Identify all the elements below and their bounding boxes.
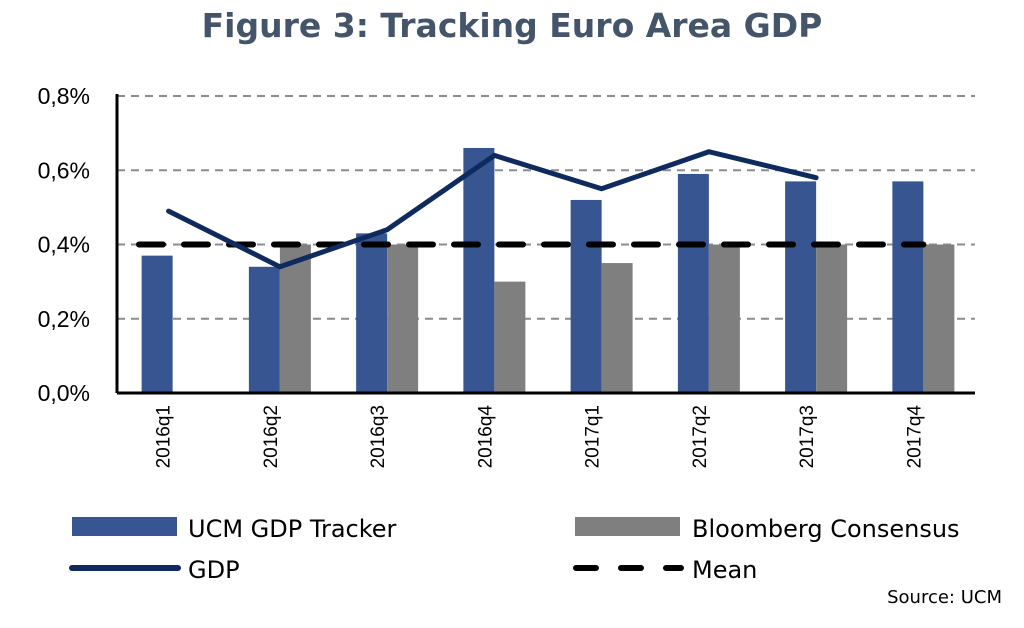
bar-bloomberg-consensus: [279, 244, 311, 393]
legend-label-bloomberg-consensus: Bloomberg Consensus: [692, 515, 960, 543]
x-tick-label: 2016q2: [261, 405, 282, 468]
y-tick-label: 0,8%: [38, 83, 90, 109]
bar-ucm-gdp-tracker: [677, 173, 709, 393]
x-tick-label: 2017q2: [690, 405, 711, 468]
axes: [115, 94, 975, 395]
legend: UCM GDP Tracker GDP Bloomberg Consensus Mea…: [69, 515, 960, 584]
bar-bloomberg-consensus: [387, 244, 419, 393]
bar-bloomberg-consensus: [601, 263, 633, 393]
legend-label-gdp: GDP: [188, 556, 240, 584]
y-axis-ticks: 0,0% 0,2% 0,4% 0,6% 0,8%: [38, 83, 90, 406]
bar-ucm-gdp-tracker: [248, 266, 280, 393]
chart-title: Figure 3: Tracking Euro Area GDP: [201, 6, 823, 45]
x-tick-label: 2017q4: [904, 405, 925, 469]
y-tick-label: 0,2%: [38, 306, 90, 332]
legend-swatch-ucm-gdp-tracker: [72, 517, 177, 536]
bar-bloomberg-consensus: [708, 244, 740, 393]
bar-bloomberg-consensus: [816, 244, 848, 393]
x-tick-label: 2017q1: [583, 405, 604, 468]
y-tick-label: 0,6%: [38, 157, 90, 183]
y-tick-label: 0,0%: [38, 380, 90, 406]
legend-label-mean: Mean: [692, 556, 757, 584]
bar-bloomberg-consensus: [494, 281, 526, 393]
x-axis-ticks: 2016q1 2016q2 2016q3 2016q4 2017q1 2017q2 2017…: [154, 405, 926, 469]
bar-ucm-gdp-tracker: [892, 181, 924, 393]
bar-ucm-gdp-tracker: [463, 147, 495, 393]
x-tick-label: 2016q1: [154, 405, 175, 468]
y-tick-label: 0,4%: [38, 232, 90, 258]
bar-ucm-gdp-tracker: [570, 199, 602, 393]
x-tick-label: 2016q4: [475, 405, 496, 469]
legend-swatch-bloomberg-consensus: [575, 517, 680, 536]
x-tick-label: 2016q3: [368, 405, 389, 468]
source-note: Source: UCM: [887, 587, 1002, 608]
gdp-line-group: [166, 149, 819, 270]
gdp-line: [166, 149, 819, 270]
bar-ucm-gdp-tracker: [141, 255, 173, 393]
bar-ucm-gdp-tracker: [356, 233, 388, 393]
bar-ucm-gdp-tracker: [785, 181, 817, 393]
bars: [141, 147, 955, 393]
bar-bloomberg-consensus: [923, 244, 955, 393]
x-tick-label: 2017q3: [797, 405, 818, 468]
legend-label-ucm-gdp-tracker: UCM GDP Tracker: [188, 515, 397, 543]
